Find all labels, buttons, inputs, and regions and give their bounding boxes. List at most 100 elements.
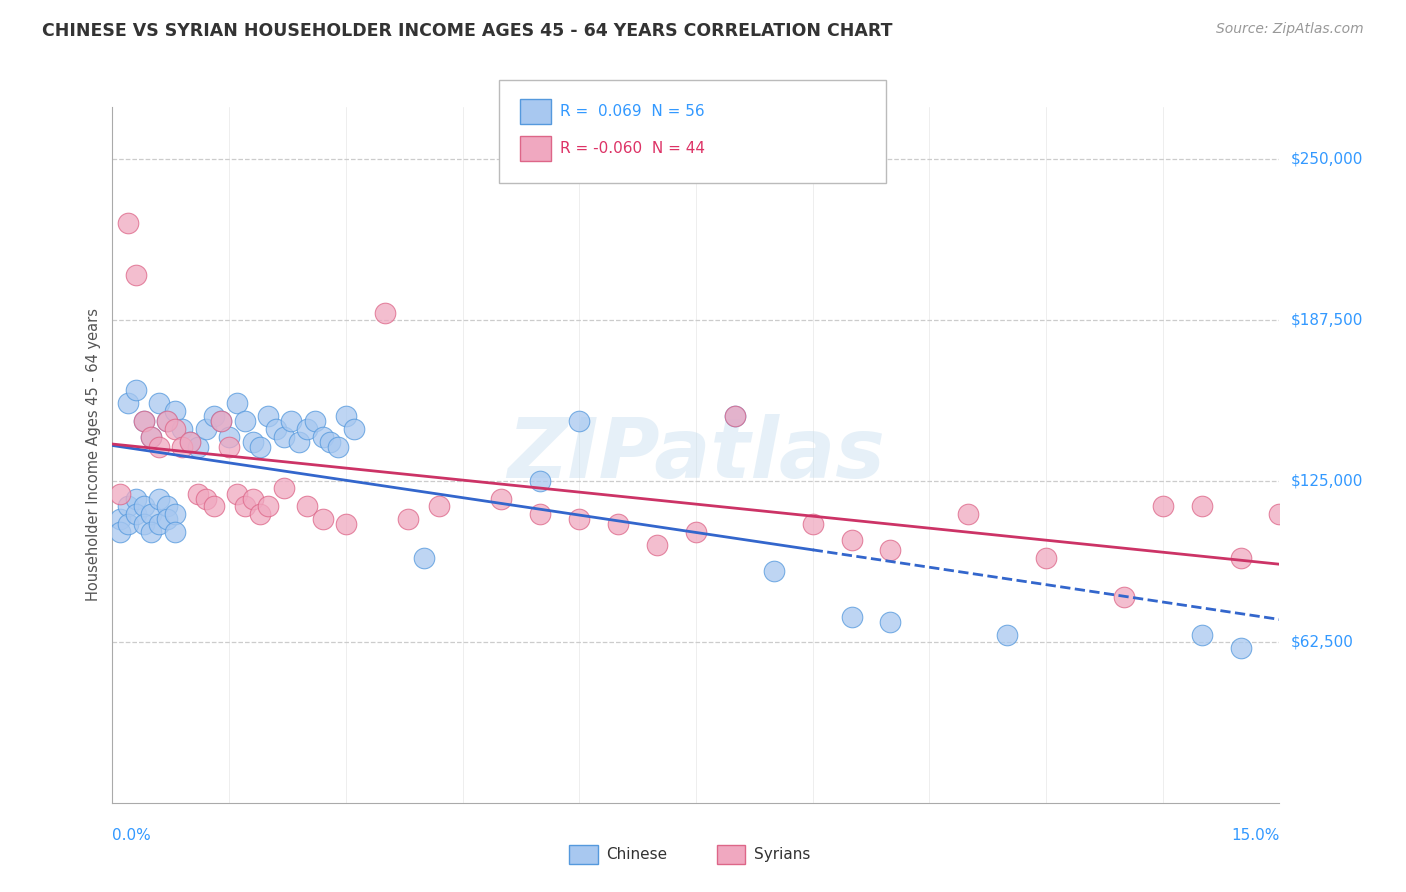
Point <box>645 538 668 552</box>
Point <box>607 517 630 532</box>
Point <box>412 551 434 566</box>
Point <box>163 422 186 436</box>
Point <box>1229 551 1251 566</box>
Point <box>273 482 295 496</box>
Point <box>218 430 240 444</box>
Point <box>202 500 225 514</box>
Point <box>141 525 163 540</box>
Point <box>218 440 240 454</box>
Point <box>257 409 280 424</box>
Point <box>1152 500 1174 514</box>
Point <box>319 435 342 450</box>
Point <box>172 422 194 436</box>
Point <box>264 422 287 436</box>
Point <box>163 404 186 418</box>
Point <box>156 500 179 514</box>
Point <box>209 414 232 428</box>
Point <box>156 414 179 428</box>
Point <box>841 610 863 624</box>
Point <box>1229 641 1251 656</box>
Point <box>179 435 201 450</box>
Point <box>148 517 170 532</box>
Point <box>295 500 318 514</box>
Text: $250,000: $250,000 <box>1291 151 1362 166</box>
Point <box>194 491 217 506</box>
Point <box>879 543 901 558</box>
Point <box>125 507 148 521</box>
Point <box>117 396 139 410</box>
Point <box>343 422 366 436</box>
Point <box>841 533 863 547</box>
Text: CHINESE VS SYRIAN HOUSEHOLDER INCOME AGES 45 - 64 YEARS CORRELATION CHART: CHINESE VS SYRIAN HOUSEHOLDER INCOME AGE… <box>42 22 893 40</box>
Point <box>801 517 824 532</box>
Point <box>335 517 357 532</box>
Point <box>1112 590 1135 604</box>
Point <box>179 435 201 450</box>
Point <box>117 500 139 514</box>
Point <box>125 384 148 398</box>
Point <box>724 409 747 424</box>
Text: 0.0%: 0.0% <box>112 828 152 843</box>
Point <box>529 507 551 521</box>
Point <box>374 306 396 320</box>
Point <box>163 525 186 540</box>
Point <box>685 525 707 540</box>
Point <box>110 486 132 500</box>
Point <box>110 525 132 540</box>
Point <box>156 414 179 428</box>
Point <box>141 507 163 521</box>
Text: $125,000: $125,000 <box>1291 473 1362 488</box>
Text: Syrians: Syrians <box>754 847 810 862</box>
Point <box>335 409 357 424</box>
Point <box>280 414 302 428</box>
Point <box>125 491 148 506</box>
Point <box>148 440 170 454</box>
Point <box>304 414 326 428</box>
Point <box>194 422 217 436</box>
Point <box>141 430 163 444</box>
Point <box>311 512 333 526</box>
Point <box>125 268 148 282</box>
Text: Chinese: Chinese <box>606 847 666 862</box>
Point <box>995 628 1018 642</box>
Point <box>233 414 256 428</box>
Point <box>242 491 264 506</box>
Point <box>163 507 186 521</box>
Point <box>568 512 591 526</box>
Point <box>295 422 318 436</box>
Text: $187,500: $187,500 <box>1291 312 1362 327</box>
Point <box>202 409 225 424</box>
Point <box>141 430 163 444</box>
Point <box>568 414 591 428</box>
Point <box>491 491 513 506</box>
Point <box>117 517 139 532</box>
Point <box>257 500 280 514</box>
Point <box>311 430 333 444</box>
Point <box>172 440 194 454</box>
Point <box>117 216 139 230</box>
Point <box>226 396 249 410</box>
Point <box>226 486 249 500</box>
Point <box>1035 551 1057 566</box>
Point <box>132 414 155 428</box>
Point <box>1191 628 1213 642</box>
Point <box>1191 500 1213 514</box>
Point <box>187 440 209 454</box>
Y-axis label: Householder Income Ages 45 - 64 years: Householder Income Ages 45 - 64 years <box>86 309 101 601</box>
Point <box>288 435 311 450</box>
Text: R =  0.069  N = 56: R = 0.069 N = 56 <box>560 104 704 119</box>
Point <box>273 430 295 444</box>
Point <box>249 507 271 521</box>
Point <box>879 615 901 630</box>
Point <box>326 440 349 454</box>
Text: Source: ZipAtlas.com: Source: ZipAtlas.com <box>1216 22 1364 37</box>
Text: $62,500: $62,500 <box>1291 634 1354 649</box>
Point <box>427 500 450 514</box>
Point <box>156 512 179 526</box>
Point <box>148 491 170 506</box>
Point <box>187 486 209 500</box>
Point <box>396 512 419 526</box>
Text: 15.0%: 15.0% <box>1232 828 1279 843</box>
Point <box>762 564 785 578</box>
Point <box>233 500 256 514</box>
